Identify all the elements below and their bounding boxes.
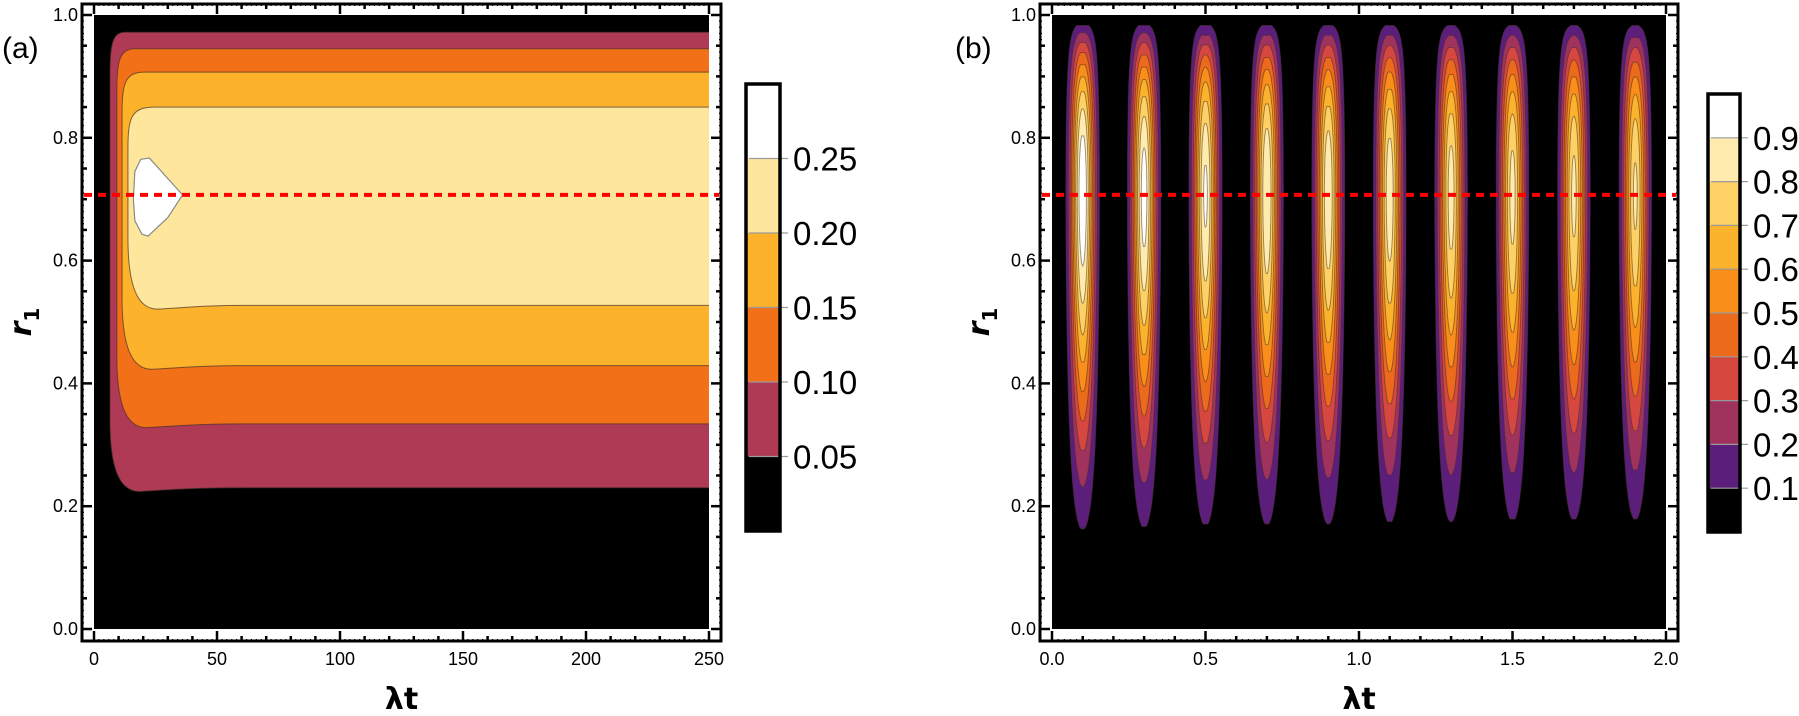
contour-level-0.8 xyxy=(1323,130,1333,270)
contour-column xyxy=(1372,24,1407,523)
colorbar-segment xyxy=(1708,400,1740,445)
contour-level-0.8 xyxy=(1447,145,1455,250)
contour-level-0.8 xyxy=(1509,150,1516,245)
colorbar-segment xyxy=(1708,313,1740,357)
contour-level-0.8 xyxy=(1571,155,1577,238)
x-axis-label: λt xyxy=(1342,682,1375,716)
y-axis-label-main: r xyxy=(962,319,997,336)
colorbar-segment xyxy=(1708,94,1740,138)
contour-column xyxy=(1495,24,1530,520)
x-tick-label: 50 xyxy=(207,649,227,669)
panel-b: 0.0 0.5 1.0 1.5 2.0 0.0 0.2 0.4 0.6 0.8 1.0 λt r1 (b)… xyxy=(955,2,1799,716)
x-tick-label: 150 xyxy=(448,649,478,669)
colorbar-segment xyxy=(1708,444,1740,489)
colorbar-segment xyxy=(1708,181,1740,226)
contour-level-0.9 xyxy=(1140,147,1148,247)
y-axis-label: r1 xyxy=(4,308,44,337)
x-tick-label: 1.0 xyxy=(1346,649,1371,669)
contour-column xyxy=(1126,24,1162,527)
y-tick-label: 0.2 xyxy=(1011,496,1036,516)
y-tick-label: 0.8 xyxy=(1011,128,1036,148)
colorbar-segment xyxy=(1708,269,1740,313)
colorbar-segment xyxy=(1708,137,1740,182)
colorbar-segment xyxy=(746,84,780,159)
x-axis-label: λt xyxy=(385,682,418,716)
panel-a: 0 50 100 150 200 250 0.0 0.2 0.4 0.6 0.8 1.0 λt r1 (a)… xyxy=(2,2,857,716)
y-tick-label: 1.0 xyxy=(53,5,78,25)
colorbar-segment xyxy=(1708,356,1740,401)
y-tick-label: 1.0 xyxy=(1011,5,1036,25)
colorbar-label: 0.4 xyxy=(1753,339,1799,376)
colorbar-label: 0.15 xyxy=(793,290,857,327)
contour-level-0.9 xyxy=(1203,164,1208,228)
y-tick-label: 0.0 xyxy=(53,619,78,639)
axis-ticks xyxy=(1040,4,1678,641)
contour-column xyxy=(1188,24,1223,525)
contour-level-0.8 xyxy=(1262,128,1272,274)
y-axis-label-subscript: 1 xyxy=(978,308,1002,322)
colorbar-segment xyxy=(746,456,780,531)
colorbar-frame xyxy=(744,82,782,533)
y-axis-label-subscript: 1 xyxy=(20,308,44,322)
colorbar-label: 0.9 xyxy=(1753,120,1799,157)
colorbar-label: 0.5 xyxy=(1753,295,1799,332)
contour-peak-region-0.25 xyxy=(132,157,184,237)
x-tick-label: 0 xyxy=(89,649,99,669)
colorbar-label: 0.6 xyxy=(1753,251,1799,288)
colorbar-label: 0.25 xyxy=(793,141,857,178)
contour-column xyxy=(1434,24,1468,523)
y-axis-label-main: r xyxy=(4,319,39,336)
y-axis-label: r1 xyxy=(962,308,1002,337)
colorbar-label: 0.20 xyxy=(793,215,857,252)
colorbar-segment xyxy=(746,233,780,308)
colorbar-frame xyxy=(1706,92,1742,534)
axis-ticks xyxy=(82,4,721,641)
contour-regions xyxy=(109,31,709,492)
y-tick-label: 0.0 xyxy=(1011,619,1036,639)
y-tick-label: 0.2 xyxy=(53,496,78,516)
colorbar-segment xyxy=(746,382,780,457)
contour-column xyxy=(1557,24,1591,520)
colorbar-segment xyxy=(1708,488,1740,532)
x-tick-label: 200 xyxy=(571,649,601,669)
x-tick-label: 2.0 xyxy=(1653,649,1678,669)
colorbar-label: 0.3 xyxy=(1753,383,1799,420)
panel-label: (b) xyxy=(955,32,992,65)
colorbar-label: 0.2 xyxy=(1753,426,1799,463)
x-tick-label: 1.5 xyxy=(1500,649,1525,669)
x-tick-label: 0.5 xyxy=(1193,649,1218,669)
contour-column xyxy=(1249,24,1284,525)
panel-label: (a) xyxy=(2,32,39,65)
contour-regions xyxy=(1065,24,1652,530)
colorbar: 0.05 0.10 0.15 0.20 0.25 xyxy=(744,82,857,533)
colorbar-segment xyxy=(1708,225,1740,270)
colorbar-segment xyxy=(746,307,780,382)
x-tick-label: 250 xyxy=(694,649,724,669)
colorbar-label: 0.8 xyxy=(1753,164,1799,201)
contour-band-0.20 xyxy=(127,106,709,310)
y-tick-label: 0.4 xyxy=(1011,373,1036,393)
colorbar-label: 0.7 xyxy=(1753,207,1799,244)
y-tick-label: 0.4 xyxy=(53,373,78,393)
y-tick-label: 0.6 xyxy=(1011,251,1036,271)
colorbar-segment xyxy=(746,158,780,233)
x-tick-label: 100 xyxy=(325,649,355,669)
contour-column xyxy=(1065,24,1101,530)
colorbar-label: 0.1 xyxy=(1753,470,1799,507)
y-tick-label: 0.6 xyxy=(53,251,78,271)
contour-level-0.8 xyxy=(1385,137,1394,262)
contour-level-0.9 xyxy=(1078,135,1087,267)
contour-column xyxy=(1618,24,1652,520)
colorbar-label: 0.05 xyxy=(793,439,857,476)
colorbar: 0.1 0.2 0.3 0.4 0.5 0.6 0.7 0.8 0.9 xyxy=(1706,92,1799,534)
y-tick-label: 0.8 xyxy=(53,128,78,148)
x-tick-label: 0.0 xyxy=(1039,649,1064,669)
colorbar-label: 0.10 xyxy=(793,364,857,401)
contour-column xyxy=(1311,24,1346,525)
